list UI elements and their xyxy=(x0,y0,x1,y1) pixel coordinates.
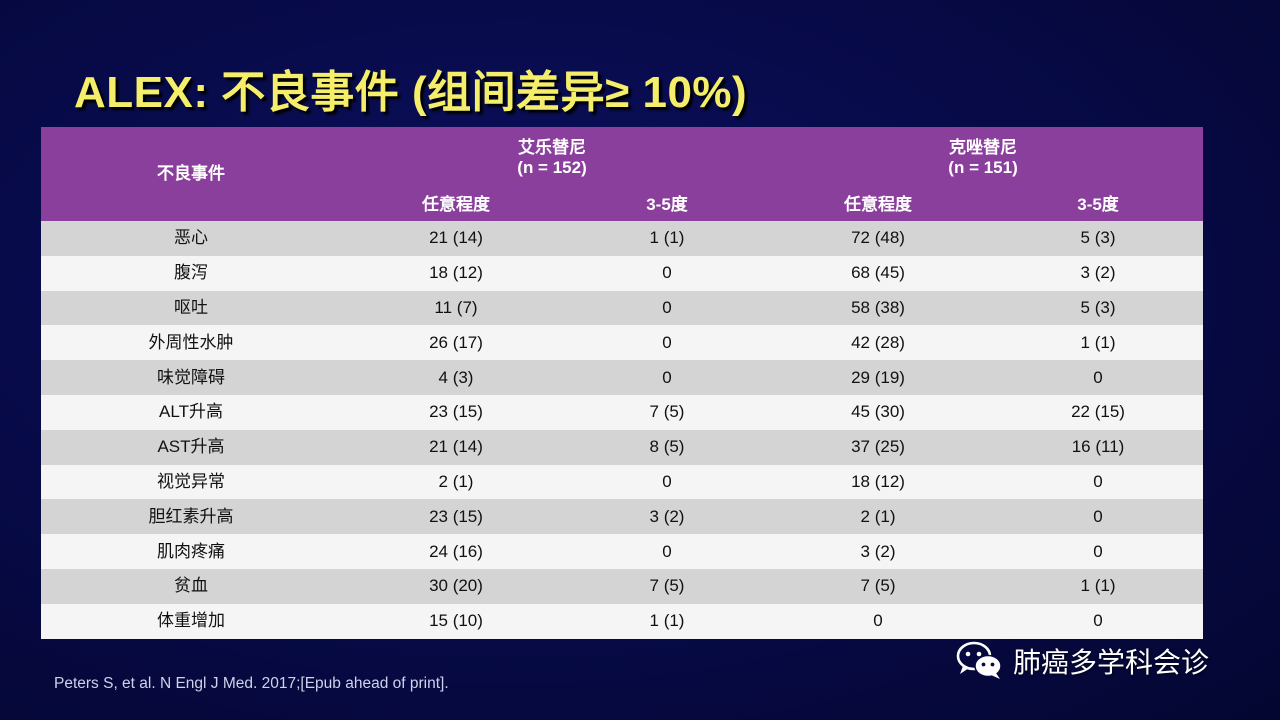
alectinib-any-grade-cell: 23 (15) xyxy=(341,499,571,535)
alectinib-grade-3-5-cell: 0 xyxy=(571,255,764,291)
event-name-cell: 味觉障碍 xyxy=(41,360,341,395)
crizotinib-grade-3-5-cell: 0 xyxy=(993,464,1204,500)
crizotinib-name: 克唑替尼 xyxy=(949,138,1018,157)
crizotinib-grade-3-5-cell: 16 (11) xyxy=(993,429,1204,465)
crizotinib-n: (n = 151) xyxy=(948,158,1018,177)
alectinib-grade-3-5-cell: 0 xyxy=(571,464,764,500)
alectinib-grade-3-5-cell: 8 (5) xyxy=(571,429,764,465)
crizotinib-grade-3-5-cell: 22 (15) xyxy=(993,394,1204,430)
alectinib-any-grade-cell: 21 (14) xyxy=(341,429,571,465)
table-subheader-row: 任意程度 3-5度 任意程度 3-5度 xyxy=(41,189,1204,221)
event-name-cell: 外周性水肿 xyxy=(41,325,341,361)
crizotinib-any-grade-cell: 3 (2) xyxy=(763,534,994,569)
event-name-cell: 恶心 xyxy=(41,221,341,256)
crizotinib-grade-3-5-cell: 0 xyxy=(993,499,1204,535)
table-header-row: 不良事件 艾乐替尼 (n = 152) 克唑替尼 (n = 151) xyxy=(41,127,1204,221)
crizotinib-grade-3-5-cell: 5 (3) xyxy=(993,221,1204,256)
event-name-cell: 贫血 xyxy=(41,568,341,604)
table-body: 恶心 21 (14) 1 (1) 72 (48) 5 (3) 腹泻 18 (12) 0 68 (… xyxy=(41,221,1204,639)
alectinib-any-grade-cell: 11 (7) xyxy=(341,290,571,326)
crizotinib-any-grade-cell: 68 (45) xyxy=(763,255,994,291)
alectinib-grade-3-5-cell: 0 xyxy=(571,360,764,395)
crizotinib-any-grade-cell: 0 xyxy=(763,603,994,639)
table-row: 呕吐 11 (7) 0 58 (38) 5 (3) xyxy=(41,290,1204,326)
table-row: 视觉异常 2 (1) 0 18 (12) 0 xyxy=(41,464,1204,500)
event-name-cell: AST升高 xyxy=(41,429,341,465)
crizotinib-grade-3-5-cell: 5 (3) xyxy=(993,290,1204,326)
alectinib-grade-3-5-cell: 0 xyxy=(571,290,764,326)
alectinib-name: 艾乐替尼 xyxy=(518,138,586,157)
crizotinib-any-grade-cell: 2 (1) xyxy=(763,499,994,535)
alectinib-any-grade-cell: 26 (17) xyxy=(341,325,571,361)
table-row: 肌肉疼痛 24 (16) 0 3 (2) 0 xyxy=(41,534,1204,569)
crizotinib-any-grade-cell: 7 (5) xyxy=(763,568,994,604)
subheader-grade-3-5: 3-5度 xyxy=(993,189,1204,221)
event-name-cell: 腹泻 xyxy=(41,255,341,291)
subheader-any-grade: 任意程度 xyxy=(341,189,571,221)
crizotinib-grade-3-5-cell: 0 xyxy=(993,603,1204,639)
table-row: 腹泻 18 (12) 0 68 (45) 3 (2) xyxy=(41,255,1204,291)
wechat-icon xyxy=(956,641,1002,679)
crizotinib-any-grade-cell: 58 (38) xyxy=(763,290,994,326)
table-row: 恶心 21 (14) 1 (1) 72 (48) 5 (3) xyxy=(41,221,1204,256)
table-row: 胆红素升高 23 (15) 3 (2) 2 (1) 0 xyxy=(41,499,1204,535)
alectinib-grade-3-5-cell: 7 (5) xyxy=(571,568,764,604)
alectinib-grade-3-5-cell: 1 (1) xyxy=(571,603,764,639)
citation: Peters S, et al. N Engl J Med. 2017;[Epu… xyxy=(54,675,449,692)
slide-title: ALEX: 不良事件 (组间差异≥ 10%) xyxy=(74,68,748,117)
alectinib-grade-3-5-cell: 7 (5) xyxy=(571,394,764,430)
subheader-any-grade: 任意程度 xyxy=(763,189,994,221)
alectinib-any-grade-cell: 24 (16) xyxy=(341,534,571,569)
crizotinib-grade-3-5-cell: 0 xyxy=(993,360,1204,395)
table-row: AST升高 21 (14) 8 (5) 37 (25) 16 (11) xyxy=(41,429,1204,465)
crizotinib-any-grade-cell: 18 (12) xyxy=(763,464,994,500)
alectinib-any-grade-cell: 21 (14) xyxy=(341,221,571,256)
table-row: 贫血 30 (20) 7 (5) 7 (5) 1 (1) xyxy=(41,568,1204,604)
alectinib-any-grade-cell: 15 (10) xyxy=(341,603,571,639)
watermark-text: 肺癌多学科会诊 xyxy=(1013,647,1210,678)
event-name-cell: 体重增加 xyxy=(41,603,341,639)
event-name-cell: 呕吐 xyxy=(41,290,341,326)
table-row: 外周性水肿 26 (17) 0 42 (28) 1 (1) xyxy=(41,325,1204,361)
alectinib-grade-3-5-cell: 0 xyxy=(571,534,764,569)
event-name-cell: ALT升高 xyxy=(41,394,341,430)
crizotinib-grade-3-5-cell: 0 xyxy=(993,534,1204,569)
alectinib-n: (n = 152) xyxy=(517,158,587,177)
event-name-cell: 视觉异常 xyxy=(41,464,341,500)
alectinib-grade-3-5-cell: 3 (2) xyxy=(571,499,764,535)
crizotinib-group-header: 克唑替尼 (n = 151) xyxy=(763,127,1204,189)
watermark: 肺癌多学科会诊 xyxy=(955,641,1209,681)
crizotinib-any-grade-cell: 45 (30) xyxy=(763,394,994,430)
crizotinib-any-grade-cell: 29 (19) xyxy=(763,360,994,395)
event-column-header: 不良事件 xyxy=(41,127,341,221)
crizotinib-grade-3-5-cell: 1 (1) xyxy=(993,568,1204,604)
table-row: 体重增加 15 (10) 1 (1) 0 0 xyxy=(41,603,1204,639)
alectinib-grade-3-5-cell: 0 xyxy=(571,325,764,361)
adverse-events-table: 不良事件 艾乐替尼 (n = 152) 克唑替尼 (n = 151) 任意程度 … xyxy=(41,127,1204,639)
crizotinib-any-grade-cell: 72 (48) xyxy=(763,221,994,256)
crizotinib-grade-3-5-cell: 3 (2) xyxy=(993,255,1204,291)
alectinib-any-grade-cell: 23 (15) xyxy=(341,394,571,430)
alectinib-grade-3-5-cell: 1 (1) xyxy=(571,221,764,256)
event-name-cell: 胆红素升高 xyxy=(41,499,341,535)
alectinib-any-grade-cell: 4 (3) xyxy=(341,360,571,395)
table-row: 味觉障碍 4 (3) 0 29 (19) 0 xyxy=(41,360,1204,395)
alectinib-any-grade-cell: 18 (12) xyxy=(341,255,571,291)
alectinib-group-header: 艾乐替尼 (n = 152) xyxy=(341,127,764,189)
crizotinib-any-grade-cell: 42 (28) xyxy=(763,325,994,361)
table-row: ALT升高 23 (15) 7 (5) 45 (30) 22 (15) xyxy=(41,394,1204,430)
crizotinib-any-grade-cell: 37 (25) xyxy=(763,429,994,465)
event-name-cell: 肌肉疼痛 xyxy=(41,534,341,569)
alectinib-any-grade-cell: 30 (20) xyxy=(341,568,571,604)
crizotinib-grade-3-5-cell: 1 (1) xyxy=(993,325,1204,361)
subheader-grade-3-5: 3-5度 xyxy=(571,189,764,221)
alectinib-any-grade-cell: 2 (1) xyxy=(341,464,571,500)
